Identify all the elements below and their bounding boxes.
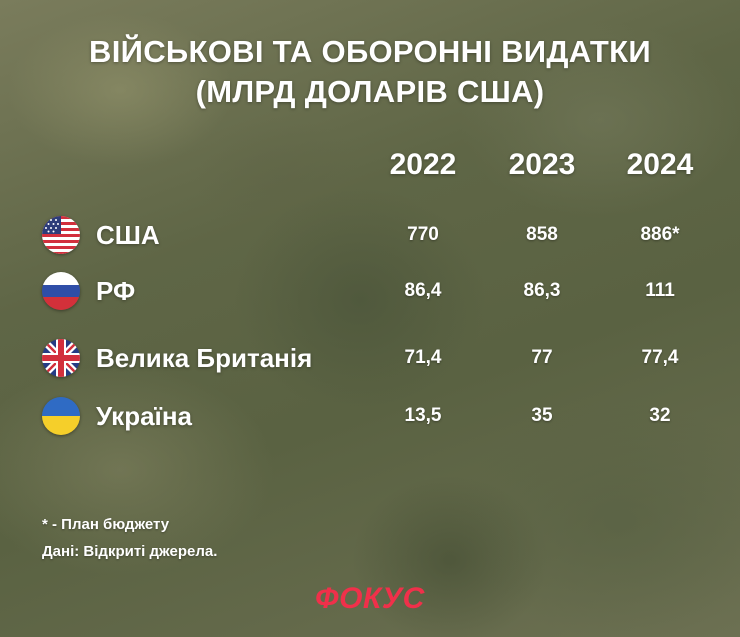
value-usa-2022: 770: [407, 224, 439, 245]
value-usa-2024: 886*: [640, 224, 680, 245]
value-russia-2024: 111: [645, 280, 675, 301]
value-russia-2022: 86,4: [404, 280, 442, 301]
value-ukraine-2024: 32: [649, 405, 671, 426]
chart-title-line-1: ВІЙСЬКОВІ ТА ОБОРОННІ ВИДАТКИ: [89, 34, 651, 69]
value-ukraine-2022: 13,5: [404, 405, 442, 426]
table-row-ukraine: Україна 13,5 35 32: [0, 397, 740, 437]
uk-flag-icon: [42, 339, 80, 377]
table-row-uk: Велика Британія 71,4 77 77,4: [0, 339, 740, 379]
source-note: Дані: Відкриті джерела.: [42, 543, 218, 560]
value-usa-2023: 858: [526, 224, 558, 245]
value-uk-2024: 77,4: [641, 347, 679, 368]
ukraine-flag-icon: [42, 397, 80, 435]
russia-flag-icon: [42, 272, 80, 310]
column-header-2022: 2022: [389, 148, 457, 181]
country-label-ukraine: Україна: [96, 401, 193, 431]
table-row-usa: США 770 858 886*: [0, 216, 740, 256]
column-header-2023: 2023: [508, 148, 576, 181]
value-russia-2023: 86,3: [523, 280, 561, 301]
table-row-russia: РФ 86,4 86,3 111: [0, 272, 740, 312]
us-flag-icon: [42, 216, 80, 254]
country-label-russia: РФ: [96, 276, 136, 306]
country-label-usa: США: [96, 220, 160, 250]
footnote: * - План бюджету: [42, 516, 170, 533]
country-label-uk: Велика Британія: [96, 343, 313, 373]
value-uk-2023: 77: [531, 347, 553, 368]
column-header-2024: 2024: [626, 148, 694, 181]
chart-title-line-2: (МЛРД ДОЛАРІВ США): [195, 74, 545, 109]
value-ukraine-2023: 35: [531, 405, 553, 426]
value-uk-2022: 71,4: [404, 347, 442, 368]
brand-logo: ФОКУС: [315, 582, 425, 615]
